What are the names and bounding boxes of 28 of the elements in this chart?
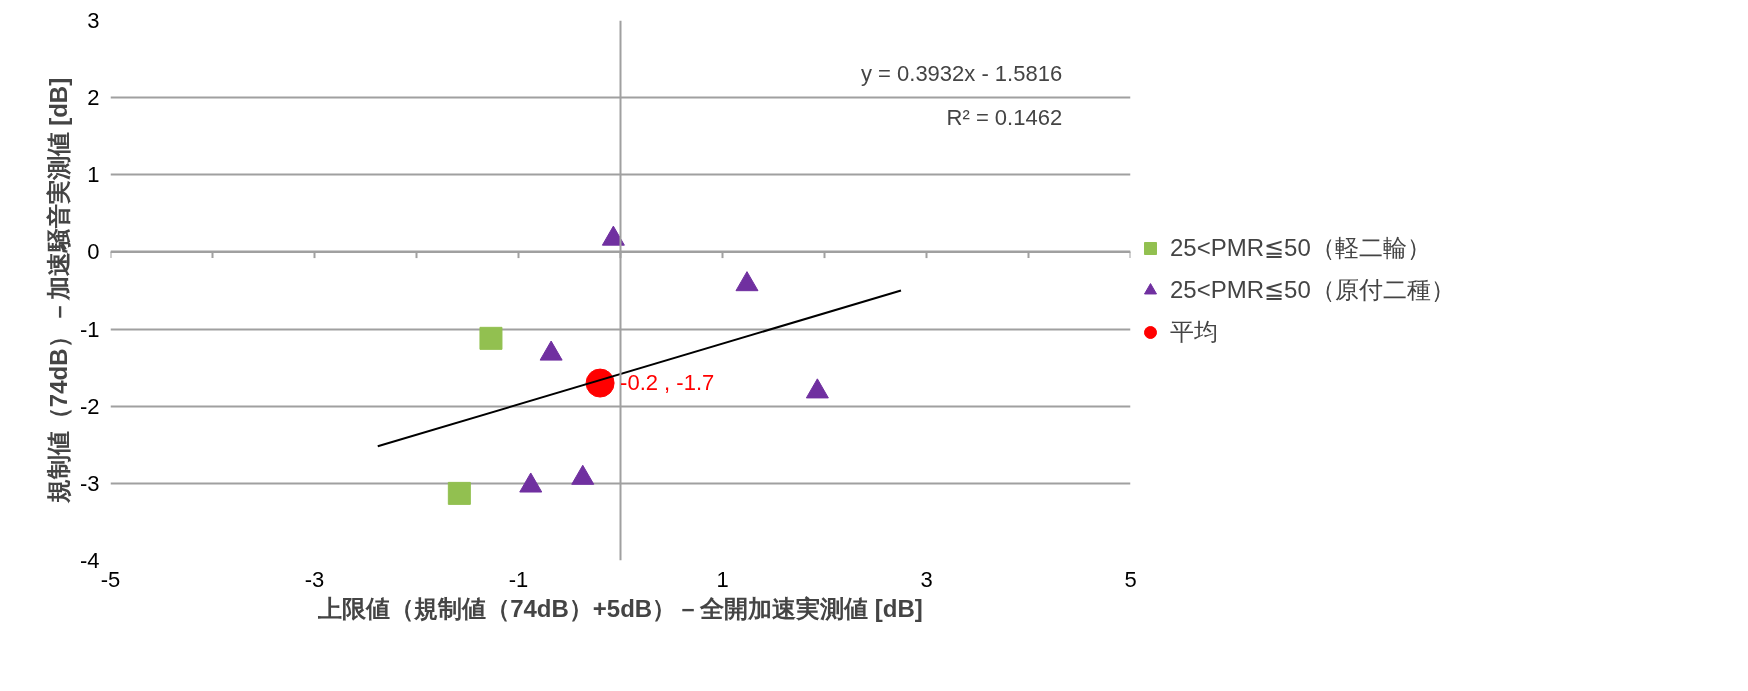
y-tick-label: 1: [87, 162, 100, 188]
y-tick-label: -4: [79, 548, 100, 573]
x-tick-label: 5: [1124, 566, 1137, 592]
legend-label: 25<PMR≦50（原付二種）: [1170, 275, 1455, 305]
x-tick-label: 3: [920, 566, 933, 592]
x-tick-label: -5: [100, 566, 121, 592]
x-tick-label: -3: [304, 566, 325, 592]
annotation: R² = 0.1462: [946, 105, 1063, 131]
y-tick-label: -3: [79, 470, 100, 496]
y-tick-label: 0: [87, 239, 100, 265]
legend-label: 平均: [1170, 317, 1218, 347]
legend-label: 25<PMR≦50（軽二輪）: [1170, 233, 1431, 263]
y-axis-title: 規制値（74dB）－加速騒音実測値 [dB]: [44, 77, 72, 505]
x-axis-title: 上限値（規制値（74dB）+5dB）－全開加速実測値 [dB]: [317, 594, 923, 622]
x-tick-label: -1: [508, 566, 529, 592]
y-tick-label: 3: [87, 8, 100, 33]
point: [601, 225, 625, 246]
point: [519, 472, 543, 493]
point: [539, 340, 563, 361]
y-tick-label: 2: [87, 85, 100, 111]
point: [805, 378, 829, 399]
x-tick-label: 1: [716, 566, 729, 592]
y-tick-label: -2: [79, 393, 100, 419]
point: [571, 464, 595, 485]
data-label: -0.2 , -1.7: [620, 370, 715, 396]
y-tick-label: -1: [79, 316, 100, 342]
point: [735, 271, 759, 292]
annotation: y = 0.3932x - 1.5816: [860, 61, 1063, 87]
